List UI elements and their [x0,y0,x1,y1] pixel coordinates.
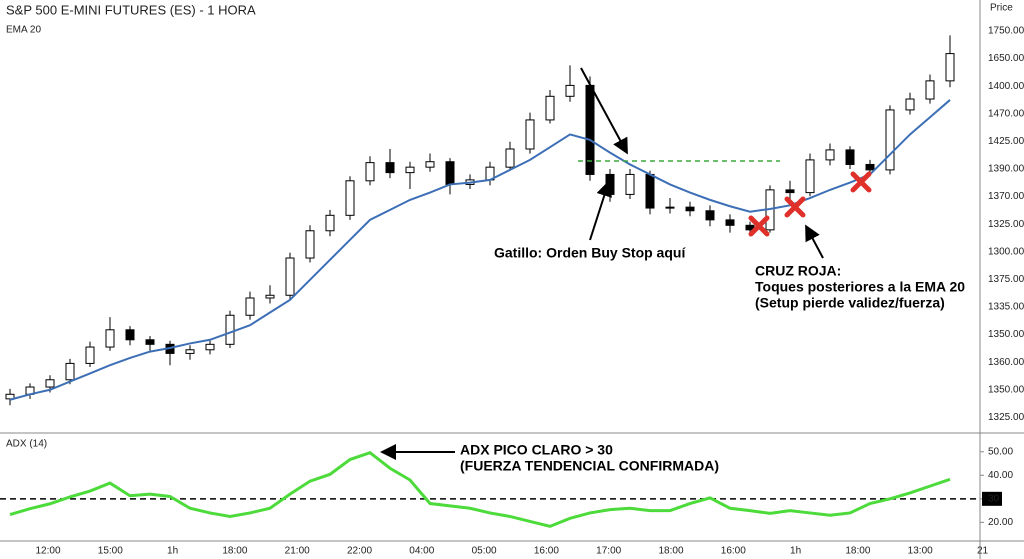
candle-body [385,162,395,174]
candle-body [725,219,735,226]
red-crosses [748,171,872,237]
price-label: 1470.00 [988,108,1024,119]
annotation: CRUZ ROJA: [755,263,841,279]
candle-body [825,149,835,161]
time-label: 17:00 [596,546,621,557]
candle-body [685,206,695,212]
price-label: 1350.00 [988,384,1024,395]
legend-ema: EMA 20 [6,25,41,36]
candle-body [785,189,795,194]
candle-body [565,84,575,97]
candle-body [445,161,455,185]
price-label: 1400.00 [988,81,1024,92]
candle-body [105,329,115,348]
annotation: ADX PICO CLARO > 30 [460,442,613,458]
price-label: 1375.00 [988,274,1024,285]
adx-line [9,451,951,528]
chart-title: S&P 500 E-MINI FUTURES (ES) - 1 HORA [6,2,256,17]
time-label: 04:00 [409,546,434,557]
plot: 1750.00 1650.00 1400.00 1470.00 1425.00 1390.… [0,26,1024,557]
time-label: 05:00 [472,546,497,557]
price-label: 1360.00 [988,357,1024,368]
candle-body [865,163,875,171]
annotation: Toques posteriores a la EMA 20 [755,279,965,295]
candle-body [205,343,215,351]
adx-tick-label: 50.00 [988,446,1013,457]
price-axis-title: Price [990,3,1013,14]
price-label: 1335.00 [988,302,1024,313]
candle-body [245,297,255,316]
time-label: 13:00 [908,546,933,557]
candle-body [185,349,195,354]
candle-body [305,230,315,259]
adx-tick-label: 30 [988,493,1000,504]
price-label: 1370.00 [988,191,1024,202]
price-label: 1650.00 [988,53,1024,64]
annotation: Gatillo: Orden Buy Stop aquí [494,245,686,261]
time-label: 1h [167,546,178,557]
candle-body [365,162,375,182]
arrow [580,67,628,155]
candle-body [945,53,955,82]
adx-tick-label: 20.00 [988,517,1013,528]
price-label: 1325.00 [988,219,1024,230]
tick-highlight [982,491,1002,506]
candle-body [905,98,915,111]
candle-body [665,206,675,209]
candle-body [265,294,275,299]
annotation: (Setup pierde validez/fuerza) [755,295,945,311]
candle-body [645,173,655,209]
arrow [589,180,612,241]
price-label: 1750.00 [988,26,1024,37]
time-label: 18:00 [658,546,683,557]
time-label: 12:00 [35,546,60,557]
candle-body [545,95,555,121]
time-label: 21:00 [285,546,310,557]
candle-body [425,161,435,168]
candle-body [345,180,355,216]
candle-body [65,362,75,381]
candle-body [85,346,95,364]
time-label: 18:00 [845,546,870,557]
candle-body [225,314,235,345]
candle-body [325,214,335,232]
time-label: 1h [790,546,801,557]
candle-body [885,109,895,171]
candle-body [845,149,855,165]
candle-body [805,159,815,194]
candle-body [285,257,295,296]
candle-body [625,173,635,195]
price-label: 1350.00 [988,329,1024,340]
price-label: 1300.00 [988,246,1024,257]
time-label: 18:00 [222,546,247,557]
candle-body [705,210,715,221]
time-label: 21 [977,546,989,557]
time-label: 22:00 [347,546,372,557]
time-label: 16:00 [721,546,746,557]
arrow [805,224,824,259]
candle-body [145,339,155,345]
time-label: 16:00 [534,546,559,557]
annotation: (FUERZA TENDENCIAL CONFIRMADA) [460,458,719,474]
adx-title: ADX (14) [6,439,47,450]
candle-body [125,329,135,341]
price-label: 1425.00 [988,136,1024,147]
candle-body [45,379,55,388]
adx-tick-label: 40.00 [988,470,1013,481]
candle-body [405,166,415,174]
candle-body [925,80,935,100]
candle-body [505,148,515,168]
price-label: 1325.00 [988,412,1024,423]
time-label: 15:00 [98,546,123,557]
candle-body [525,119,535,150]
price-label: 1390.00 [988,164,1024,175]
